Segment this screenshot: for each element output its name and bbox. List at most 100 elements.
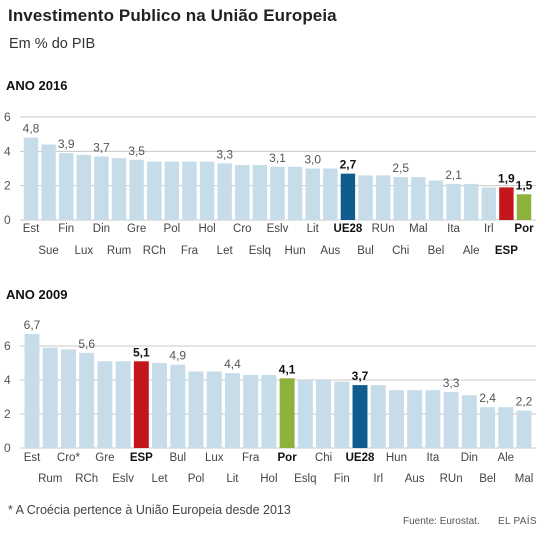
category-label-est: Est [23,223,40,235]
category-label-aus: Aus [320,245,340,257]
y-tick-label-2: 2 [4,179,11,193]
y-tick-label-4: 4 [4,373,11,387]
bar-eslq [297,380,313,448]
bar-cro [235,165,250,220]
category-label-run: RUn [440,473,463,485]
bar-pol [164,161,180,220]
bar-fra [243,374,259,448]
y-tick-label-4: 4 [4,144,11,158]
bar-esp [133,361,149,448]
bar-pol [188,371,204,448]
bar-eslv [270,166,285,220]
chart-subtitle: Em % do PIB [9,36,96,52]
category-label-fin: Fin [58,223,74,235]
value-label-bel: 2,4 [479,391,496,405]
y-tick-label-6: 6 [4,110,11,124]
category-label-esp: ESP [495,245,518,257]
bar-let [152,363,168,448]
category-label-sue: Sue [38,245,58,257]
publisher-credit: EL PAÍS [498,516,537,527]
y-tick-label-0: 0 [4,213,11,227]
bar-bel [480,407,496,448]
category-label-let: Let [152,473,169,485]
category-label-chi: Chi [315,452,332,464]
category-label-let: Let [217,245,234,257]
bar-lit [305,168,320,220]
bar-ita [425,390,441,448]
bar-cro [60,349,76,448]
category-label-fin: Fin [334,473,350,485]
category-label-pol: Pol [164,223,181,235]
category-label-cro: Cro* [57,452,81,464]
bar-din [94,156,109,220]
category-label-hun: Hun [285,245,306,257]
value-label-esp: 1,9 [498,171,515,185]
bar-ita [446,183,461,220]
value-label-est: 4,8 [23,122,40,136]
category-label-lux: Lux [205,452,224,464]
value-label-esp: 5,1 [133,345,150,359]
value-label-chi: 2,5 [392,161,409,175]
category-label-lux: Lux [75,245,94,257]
bar-rum [111,158,127,220]
category-label-bel: Bel [428,245,445,257]
category-label-fra: Fra [242,452,260,464]
category-label-hun: Hun [386,452,407,464]
category-label-ue28: UE28 [334,223,363,235]
bar-fin [334,381,350,448]
category-label-lit: Lit [226,473,239,485]
category-label-hol: Hol [260,473,277,485]
category-label-por: Por [514,223,534,235]
value-label-lit: 3,0 [304,153,321,167]
bar-gre [97,361,113,448]
bar-bul [170,364,186,448]
bar-eslv [115,361,131,448]
category-label-ale: Ale [463,245,480,257]
y-tick-label-2: 2 [4,407,11,421]
value-label-lit: 4,4 [224,357,241,371]
category-label-hol: Hol [198,223,215,235]
bar-chart-2009: ANO 2009 0 2 4 6 Est Rum Cro* RCh Gre Eslv ESP LetBu… [4,287,536,485]
bar-hun [388,390,404,448]
chart-title: Investimento Publico na União Europeia [8,6,337,25]
category-label-ita: Ita [447,223,460,235]
value-label-run: 3,3 [443,376,460,390]
category-label-irl: Irl [373,473,383,485]
bar-aus [407,390,423,448]
category-label-ale: Ale [497,452,514,464]
bar-hol [199,161,215,220]
bar-run [443,391,459,448]
bar-lux [76,154,92,220]
category-label-rum: Rum [107,245,131,257]
category-label-irl: Irl [484,223,494,235]
bar-fra [182,161,197,220]
bar-rch [147,161,162,220]
category-label-rum: Rum [38,473,62,485]
value-label-ue28: 3,7 [352,369,369,383]
y-tick-label-6: 6 [4,339,11,353]
category-label-por: Por [278,452,298,464]
value-label-gre: 3,5 [128,144,145,158]
bar-sue [41,144,56,220]
value-label-rch: 5,6 [78,337,95,351]
category-label-din: Din [461,452,478,464]
value-label-por: 4,1 [279,362,296,376]
bar-rum [42,347,58,448]
value-label-por: 1,5 [516,178,533,192]
bar-est [24,334,40,448]
category-label-ita: Ita [426,452,439,464]
bar-rch [79,352,95,448]
bar-fin [58,153,74,220]
category-label-est: Est [24,452,41,464]
value-label-ita: 2,1 [445,168,462,182]
bar-irl [370,385,386,448]
bar-esp [499,187,514,220]
value-label-bul: 4,9 [169,349,186,363]
bar-aus [323,168,338,220]
category-label-rch: RCh [75,473,98,485]
category-label-gre: Gre [95,452,114,464]
value-label-mal: 2,2 [516,395,533,409]
bar-din [461,395,477,448]
bar-ue28 [352,385,368,448]
